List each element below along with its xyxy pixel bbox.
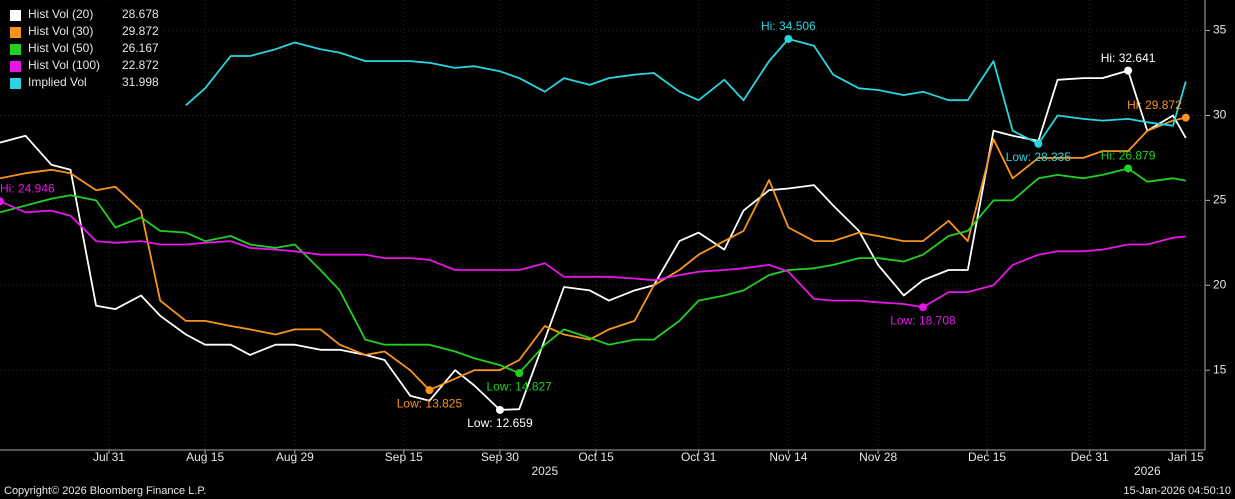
legend-value: 26.167 [122,41,159,55]
annotation-label: Hi: 26.879 [1101,149,1156,163]
annotation-label: Low: 12.659 [467,416,533,430]
y-tick-label: 30 [1213,108,1227,122]
series-line [185,38,1187,145]
y-tick-label: 20 [1213,277,1227,291]
annotation-label: Low: 28.335 [1006,150,1072,164]
legend-value: 29.872 [122,24,159,38]
legend-label: Implied Vol [28,75,87,89]
legend-label: Hist Vol (100) [28,58,100,72]
legend-swatch [10,61,21,72]
x-tick-label: Sep 15 [385,450,423,464]
legend-label: Hist Vol (30) [28,24,93,38]
annotation-label: Hi: 24.946 [0,181,55,195]
x-tick-label: Jul 31 [93,450,125,464]
y-tick-label: 35 [1213,23,1227,37]
annotation-label: Hi: 29.872 [1127,98,1182,112]
legend-background [4,4,164,93]
annotation-marker [515,369,524,378]
x-tick-label: Dec 15 [968,450,1006,464]
annotation-label: Low: 13.825 [397,396,463,410]
x-tick-label: Oct 31 [681,450,717,464]
legend-label: Hist Vol (50) [28,41,93,55]
annotation-label: Low: 18.708 [890,313,956,327]
annotation-marker [1124,164,1133,173]
x-tick-label: Jan 15 [1168,450,1204,464]
annotation-label: Low: 14.827 [486,379,552,393]
x-tick-label: Aug 29 [276,450,314,464]
footer-left: Copyright© 2026 Bloomberg Finance L.P. [4,485,206,497]
x-tick-label: Nov 14 [769,450,807,464]
legend-swatch [10,10,21,21]
legend-swatch [10,78,21,89]
legend-value: 22.872 [122,58,159,72]
legend-value: 31.998 [122,75,159,89]
series-line [0,116,1187,391]
legend-label: Hist Vol (20) [28,7,93,21]
annotation-label: Hi: 32.641 [1101,51,1156,65]
year-label: 2025 [531,464,558,478]
legend-swatch [10,27,21,38]
x-tick-label: Dec 31 [1071,450,1109,464]
series-line [0,167,1186,374]
annotation-marker [0,197,4,206]
series-line [0,69,1187,411]
annotation-marker [495,405,504,414]
x-tick-label: Sep 30 [481,450,519,464]
annotation-marker [1181,113,1190,122]
footer-right: 15-Jan-2026 04:50:10 [1123,485,1231,497]
x-tick-label: Oct 15 [578,450,614,464]
x-tick-label: Nov 28 [859,450,897,464]
year-label: 2026 [1134,464,1161,478]
legend-swatch [10,44,21,55]
legend-value: 28.678 [122,7,159,21]
annotation-marker [1124,66,1133,75]
annotation-marker [1034,139,1043,148]
annotation-marker [784,34,793,43]
x-tick-label: Aug 15 [186,450,224,464]
annotation-label: Hi: 34.506 [761,19,816,33]
series-line [0,200,1186,309]
y-tick-label: 15 [1213,362,1227,376]
y-tick-label: 25 [1213,193,1227,207]
annotation-marker [425,386,434,395]
annotation-marker [918,303,927,312]
